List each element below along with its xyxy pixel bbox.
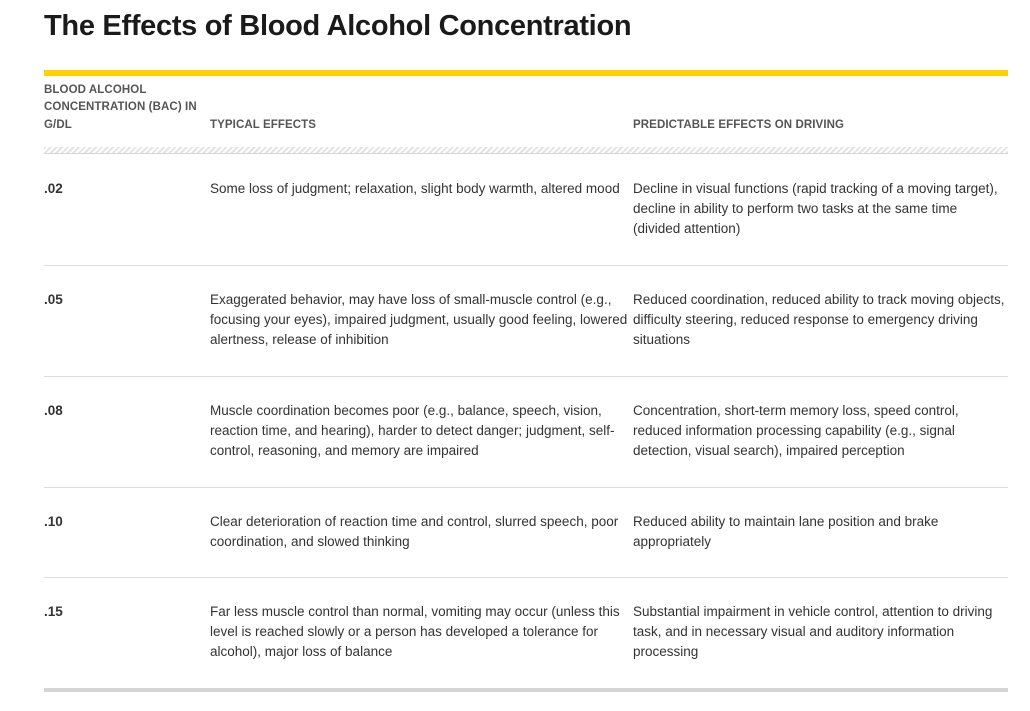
typical-effects-cell: Far less muscle control than normal, vom…: [210, 604, 620, 659]
table-bottom-border: [44, 688, 1008, 692]
header-driving-effects: Predictable Effects on Driving: [633, 118, 845, 131]
typical-effects-cell: Some loss of judgment; relaxation, sligh…: [210, 181, 620, 196]
header-divider-line: [44, 153, 1008, 154]
bac-value: .02: [44, 181, 63, 196]
driving-effects-cell: Reduced ability to maintain lane positio…: [633, 514, 939, 549]
row-divider: [44, 487, 1008, 488]
typical-effects-cell: Clear deterioration of reaction time and…: [210, 514, 619, 549]
header-bac: Blood Alcohol Concentration (BAC) in g/d…: [44, 83, 197, 131]
row-divider: [44, 376, 1008, 377]
typical-effects-cell: Exaggerated behavior, may have loss of s…: [210, 292, 628, 347]
bac-value: .10: [44, 514, 63, 529]
row-divider: [44, 577, 1008, 578]
page-title: The Effects of Blood Alcohol Concentrati…: [44, 10, 632, 42]
driving-effects-cell: Reduced coordination, reduced ability to…: [633, 292, 1005, 347]
row-divider: [44, 265, 1008, 266]
typical-effects-cell: Muscle coordination becomes poor (e.g., …: [210, 403, 615, 458]
bac-value: .08: [44, 403, 63, 418]
bac-value: .05: [44, 292, 63, 307]
driving-effects-cell: Substantial impairment in vehicle contro…: [633, 604, 993, 659]
table-header: Blood Alcohol Concentration (BAC) in g/d…: [44, 84, 1008, 134]
header-typical-effects: Typical Effects: [210, 118, 317, 131]
accent-bar: [44, 70, 1008, 76]
header-divider-hatched: [44, 147, 1008, 153]
driving-effects-cell: Concentration, short-term memory loss, s…: [633, 403, 959, 458]
bac-value: .15: [44, 604, 63, 619]
driving-effects-cell: Decline in visual functions (rapid track…: [633, 181, 998, 236]
